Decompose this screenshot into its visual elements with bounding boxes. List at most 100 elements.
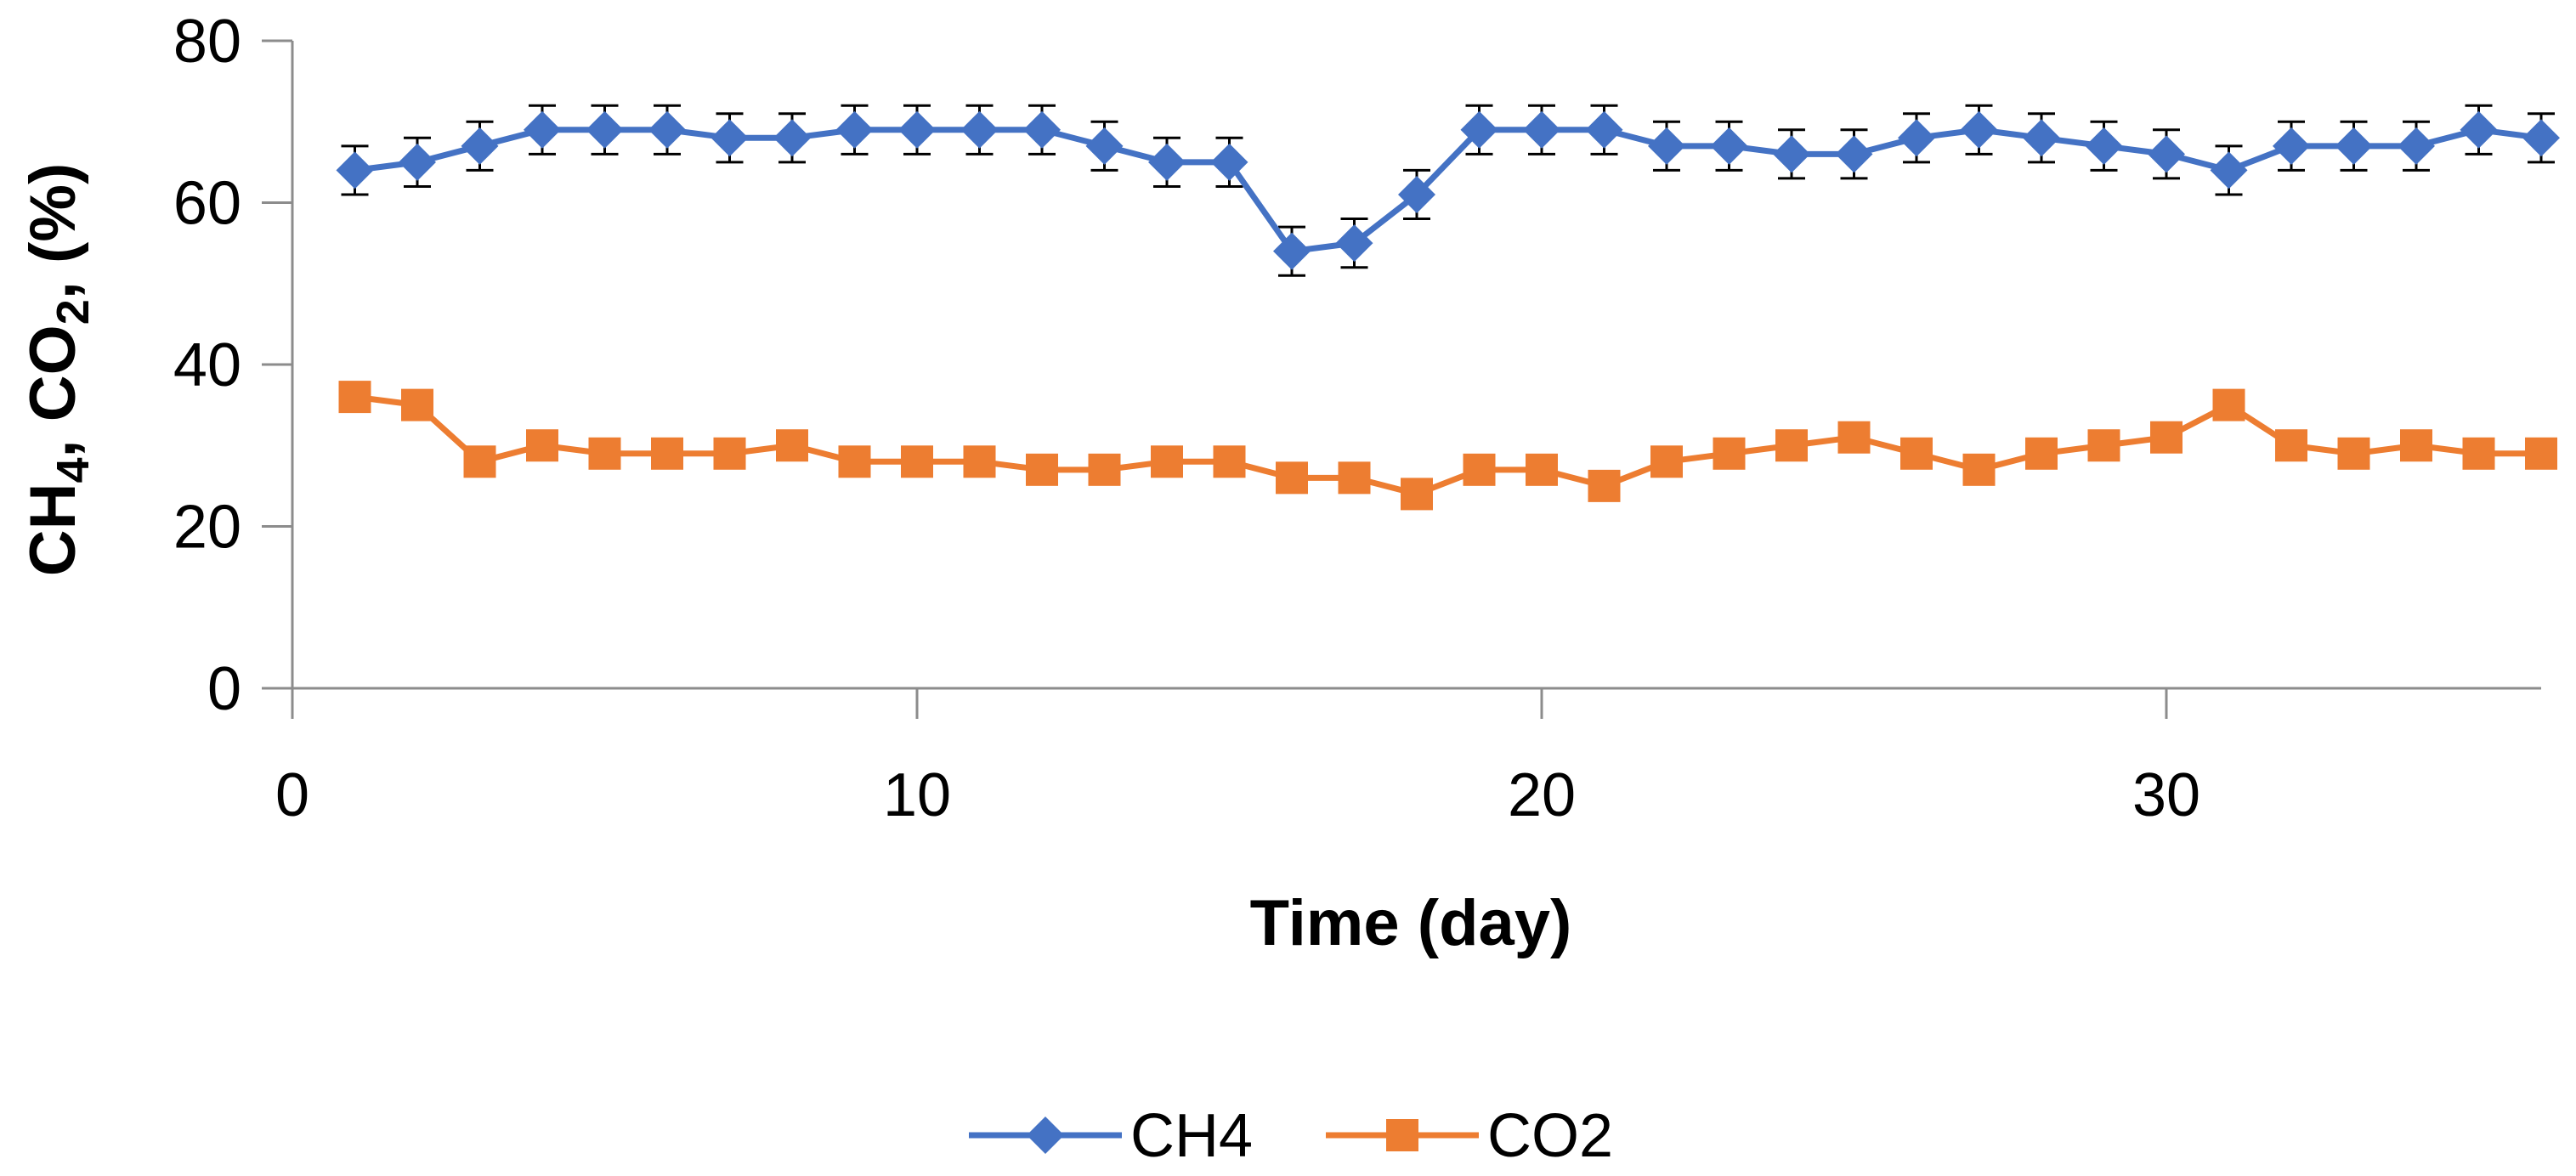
co2-point	[1588, 469, 1621, 502]
co2-point	[651, 437, 683, 470]
co2-point	[1837, 421, 1871, 454]
x-tick-label: 30	[2132, 761, 2200, 829]
y-tick-label: 20	[173, 494, 241, 562]
co2-point	[1276, 461, 1308, 495]
legend-label-co2: CO2	[1487, 1102, 1613, 1170]
ch4-point	[1773, 135, 1810, 173]
co2-point	[338, 381, 371, 414]
series-ch4	[336, 104, 2560, 277]
co2-point	[963, 445, 996, 478]
y-axis-title-sub-1: 4	[48, 457, 99, 483]
ch4-point	[1085, 127, 1124, 165]
co2-point	[1775, 429, 1808, 462]
co2-point	[1900, 437, 1933, 470]
y-axis-title: CH4, CO2, (%)	[17, 163, 99, 577]
ch4-point	[399, 143, 436, 181]
co2-point	[2150, 421, 2183, 454]
y-tick-label: 40	[173, 331, 241, 399]
ch4-point	[1335, 224, 1373, 263]
ch4-point	[1210, 143, 1248, 181]
plot-area	[336, 104, 2560, 511]
co2-point	[2212, 388, 2245, 421]
ch4-point	[711, 119, 749, 157]
series-co2	[338, 381, 2557, 511]
co2-point	[713, 437, 746, 470]
ch4-point	[1710, 127, 1748, 165]
co2-point	[463, 445, 496, 478]
co2-point	[1088, 453, 1121, 486]
ch4-line	[354, 127, 2542, 255]
ch4-point	[835, 110, 874, 149]
legend-marker-ch4	[1027, 1117, 1064, 1154]
co2-point	[2525, 437, 2557, 470]
ch4-point	[336, 151, 374, 189]
ch4-point	[2335, 127, 2373, 165]
y-tick-label: 0	[207, 655, 241, 723]
y-axis-title-part-1: CH	[17, 483, 89, 576]
co2-point	[526, 429, 558, 462]
ch4-point	[1023, 110, 1061, 149]
co2-point	[2337, 437, 2370, 470]
x-tick-label: 20	[1508, 761, 1576, 829]
co2-point	[901, 445, 933, 478]
legend: CH4 CO2	[969, 1102, 1613, 1170]
ch4-point	[2398, 127, 2435, 165]
ch4-point	[2148, 135, 2185, 173]
x-tick-label: 0	[275, 761, 309, 829]
co2-point	[1026, 453, 1058, 486]
co2-point	[1650, 445, 1683, 478]
ch4-point	[960, 110, 999, 149]
ch4-point	[2085, 127, 2123, 165]
co2-point	[2087, 429, 2120, 462]
y-axis-title-sub-2: 2	[48, 299, 99, 325]
co2-point	[401, 388, 433, 421]
co2-point	[1151, 445, 1183, 478]
ch4-point	[2023, 119, 2060, 157]
ch4-point	[1273, 232, 1311, 270]
co2-point	[1213, 445, 1246, 478]
x-tick-label: 10	[883, 761, 951, 829]
x-axis-title: Time (day)	[1250, 887, 1572, 959]
co2-point	[2400, 429, 2432, 462]
ch4-point	[1960, 110, 1998, 149]
x-axis-ticks: 0 10 20 30	[275, 688, 2200, 829]
legend-item-ch4: CH4	[969, 1102, 1253, 1170]
ch4-point	[648, 110, 686, 149]
ch4-point	[1460, 110, 1498, 149]
y-axis-title-part-2: , CO	[17, 325, 89, 457]
co2-point	[2025, 437, 2058, 470]
co2-point	[2462, 437, 2495, 470]
ch4-point	[586, 110, 624, 149]
ch4-point	[461, 127, 499, 165]
legend-item-co2: CO2	[1326, 1102, 1613, 1170]
ch4-point	[1523, 110, 1560, 149]
co2-point	[1401, 478, 1433, 511]
co2-point	[2275, 429, 2307, 462]
ch4-point	[898, 110, 936, 149]
ch4-point	[773, 119, 811, 157]
co2-point	[1713, 437, 1746, 470]
co2-point	[776, 429, 808, 462]
ch4-point	[1585, 110, 1623, 149]
co2-point	[1962, 453, 1996, 486]
ch4-point	[1648, 127, 1685, 165]
ch4-point	[2273, 127, 2310, 165]
co2-point	[1463, 453, 1496, 486]
ch4-point	[1835, 135, 1873, 173]
co2-point	[1338, 461, 1371, 495]
ch4-point	[2210, 151, 2248, 189]
ch4-point	[524, 110, 561, 149]
y-axis-ticks: 0 20 40 60 80	[173, 8, 292, 723]
ch4-point	[1148, 143, 1186, 181]
ch4-point	[2460, 110, 2498, 149]
y-tick-label: 80	[173, 8, 241, 76]
legend-label-ch4: CH4	[1130, 1102, 1253, 1170]
y-axis-title-part-3: , (%)	[17, 163, 89, 299]
co2-point	[1526, 453, 1558, 486]
y-tick-label: 60	[173, 170, 241, 238]
co2-point	[588, 437, 621, 470]
ch4-point	[2522, 119, 2560, 157]
legend-marker-co2	[1386, 1119, 1418, 1151]
ch4-point	[1898, 119, 1935, 157]
